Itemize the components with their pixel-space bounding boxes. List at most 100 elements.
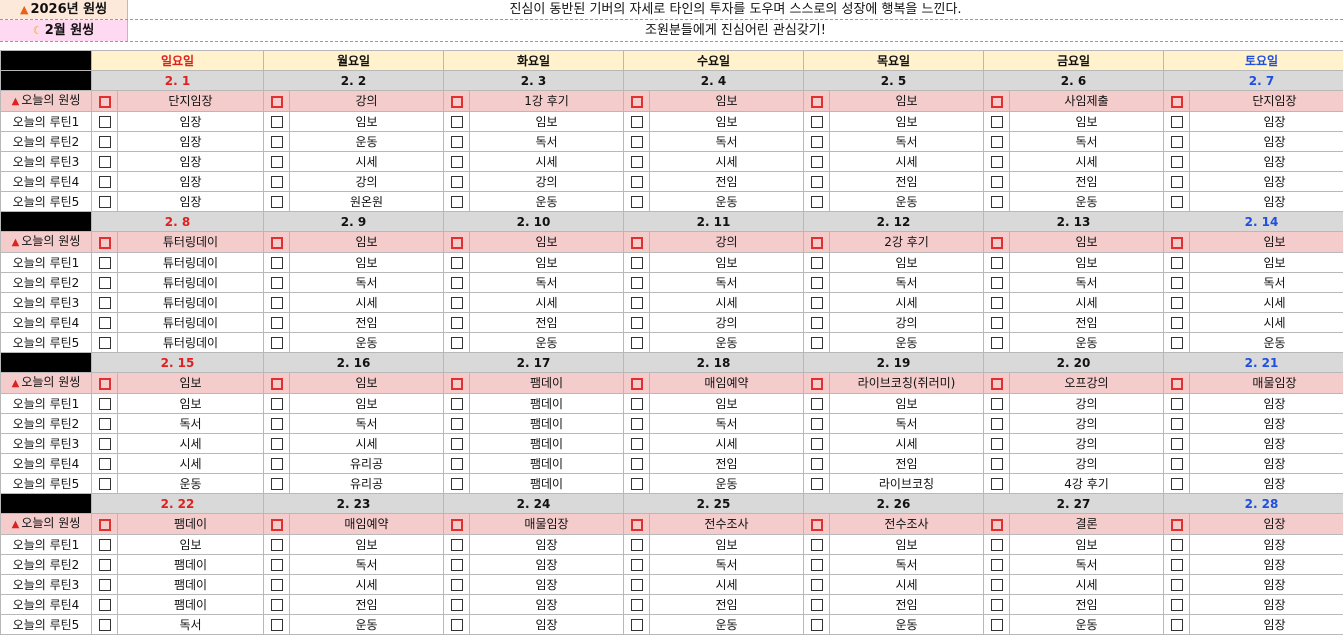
- routine-checkbox[interactable]: [98, 156, 111, 168]
- routine-checkbox-cell[interactable]: [983, 433, 1010, 454]
- routine-cell[interactable]: 운동: [829, 191, 984, 212]
- goal-checkbox[interactable]: [630, 95, 643, 108]
- routine-checkbox-cell[interactable]: [263, 191, 290, 212]
- routine-checkbox-cell[interactable]: [803, 111, 830, 132]
- routine-cell[interactable]: 시세: [469, 292, 624, 313]
- routine-checkbox-cell[interactable]: [263, 151, 290, 172]
- routine-checkbox[interactable]: [630, 156, 643, 168]
- routine-checkbox[interactable]: [1170, 599, 1183, 611]
- routine-checkbox-cell[interactable]: [983, 393, 1010, 414]
- routine-checkbox[interactable]: [1170, 277, 1183, 289]
- routine-cell[interactable]: 강의: [1009, 413, 1164, 434]
- routine-checkbox-cell[interactable]: [803, 614, 830, 635]
- routine-cell[interactable]: 임장: [1189, 131, 1343, 152]
- routine-checkbox[interactable]: [630, 297, 643, 309]
- routine-checkbox-cell[interactable]: [443, 554, 470, 575]
- routine-checkbox-cell[interactable]: [443, 111, 470, 132]
- routine-checkbox-cell[interactable]: [983, 312, 1010, 333]
- routine-checkbox-cell[interactable]: [1163, 594, 1190, 615]
- goal-cell[interactable]: 1강 후기: [469, 90, 624, 112]
- routine-checkbox[interactable]: [1170, 458, 1183, 470]
- goal-cell[interactable]: 전수조사: [649, 513, 804, 535]
- routine-cell[interactable]: 시세: [649, 151, 804, 172]
- routine-checkbox[interactable]: [450, 599, 463, 611]
- routine-checkbox-cell[interactable]: [803, 534, 830, 555]
- routine-checkbox-cell[interactable]: [983, 574, 1010, 595]
- routine-cell[interactable]: 튜터링데이: [117, 312, 264, 333]
- month-onething-text[interactable]: 조원분들에게 진심어린 관심갖기!: [645, 23, 826, 38]
- goal-checkbox[interactable]: [630, 518, 643, 531]
- routine-checkbox-cell[interactable]: [1163, 191, 1190, 212]
- routine-checkbox[interactable]: [1170, 619, 1183, 631]
- routine-checkbox[interactable]: [990, 277, 1003, 289]
- routine-checkbox-cell[interactable]: [91, 473, 118, 494]
- routine-cell[interactable]: 전임: [1009, 312, 1164, 333]
- routine-checkbox-cell[interactable]: [623, 191, 650, 212]
- routine-checkbox-cell[interactable]: [983, 332, 1010, 353]
- routine-checkbox[interactable]: [98, 579, 111, 591]
- routine-checkbox[interactable]: [98, 458, 111, 470]
- goal-cell[interactable]: 튜터링데이: [117, 231, 264, 253]
- goal-checkbox-cell[interactable]: [983, 372, 1010, 394]
- goal-cell[interactable]: 임보: [829, 90, 984, 112]
- routine-cell[interactable]: 운동: [469, 332, 624, 353]
- routine-checkbox[interactable]: [630, 619, 643, 631]
- routine-checkbox[interactable]: [810, 277, 823, 289]
- routine-checkbox-cell[interactable]: [91, 292, 118, 313]
- routine-cell[interactable]: 튜터링데이: [117, 272, 264, 293]
- routine-cell[interactable]: 운동: [829, 614, 984, 635]
- routine-checkbox[interactable]: [98, 418, 111, 430]
- goal-checkbox[interactable]: [98, 236, 111, 249]
- routine-checkbox-cell[interactable]: [91, 252, 118, 273]
- routine-checkbox[interactable]: [1170, 478, 1183, 490]
- routine-cell[interactable]: 운동: [1189, 332, 1343, 353]
- routine-cell[interactable]: 임보: [289, 111, 444, 132]
- routine-cell[interactable]: 운동: [649, 614, 804, 635]
- goal-cell[interactable]: 팸데이: [469, 372, 624, 394]
- goal-checkbox-cell[interactable]: [1163, 90, 1190, 112]
- routine-cell[interactable]: 전임: [649, 453, 804, 474]
- routine-checkbox[interactable]: [630, 116, 643, 128]
- routine-cell[interactable]: 전임: [1009, 594, 1164, 615]
- routine-cell[interactable]: 시세: [649, 574, 804, 595]
- goal-checkbox[interactable]: [450, 236, 463, 249]
- routine-cell[interactable]: 튜터링데이: [117, 292, 264, 313]
- goal-cell[interactable]: 임보: [289, 372, 444, 394]
- routine-checkbox[interactable]: [450, 579, 463, 591]
- routine-cell[interactable]: 전임: [829, 171, 984, 192]
- routine-cell[interactable]: 팸데이: [469, 413, 624, 434]
- routine-cell[interactable]: 임보: [649, 252, 804, 273]
- routine-cell[interactable]: 팸데이: [117, 554, 264, 575]
- routine-cell[interactable]: 강의: [469, 171, 624, 192]
- routine-checkbox[interactable]: [98, 438, 111, 450]
- routine-cell[interactable]: 임보: [117, 534, 264, 555]
- routine-checkbox[interactable]: [990, 176, 1003, 188]
- routine-cell[interactable]: 팸데이: [469, 453, 624, 474]
- routine-cell[interactable]: 임보: [289, 393, 444, 414]
- routine-checkbox[interactable]: [270, 559, 283, 571]
- goal-checkbox-cell[interactable]: [983, 513, 1010, 535]
- routine-checkbox[interactable]: [810, 257, 823, 269]
- routine-cell[interactable]: 시세: [649, 292, 804, 313]
- routine-checkbox[interactable]: [990, 458, 1003, 470]
- routine-cell[interactable]: 라이브코칭: [829, 473, 984, 494]
- routine-checkbox-cell[interactable]: [983, 534, 1010, 555]
- routine-cell[interactable]: 임보: [469, 252, 624, 273]
- routine-checkbox-cell[interactable]: [623, 151, 650, 172]
- routine-checkbox[interactable]: [450, 418, 463, 430]
- routine-checkbox[interactable]: [450, 257, 463, 269]
- goal-checkbox[interactable]: [990, 377, 1003, 390]
- routine-checkbox-cell[interactable]: [263, 252, 290, 273]
- routine-checkbox[interactable]: [990, 418, 1003, 430]
- routine-cell[interactable]: 독서: [829, 554, 984, 575]
- routine-checkbox[interactable]: [270, 196, 283, 208]
- routine-checkbox[interactable]: [810, 458, 823, 470]
- routine-checkbox[interactable]: [630, 317, 643, 329]
- routine-checkbox-cell[interactable]: [91, 312, 118, 333]
- routine-cell[interactable]: 임보: [829, 252, 984, 273]
- routine-cell[interactable]: 시세: [829, 433, 984, 454]
- routine-checkbox-cell[interactable]: [803, 272, 830, 293]
- routine-cell[interactable]: 운동: [469, 191, 624, 212]
- routine-checkbox-cell[interactable]: [263, 574, 290, 595]
- routine-cell[interactable]: 시세: [117, 433, 264, 454]
